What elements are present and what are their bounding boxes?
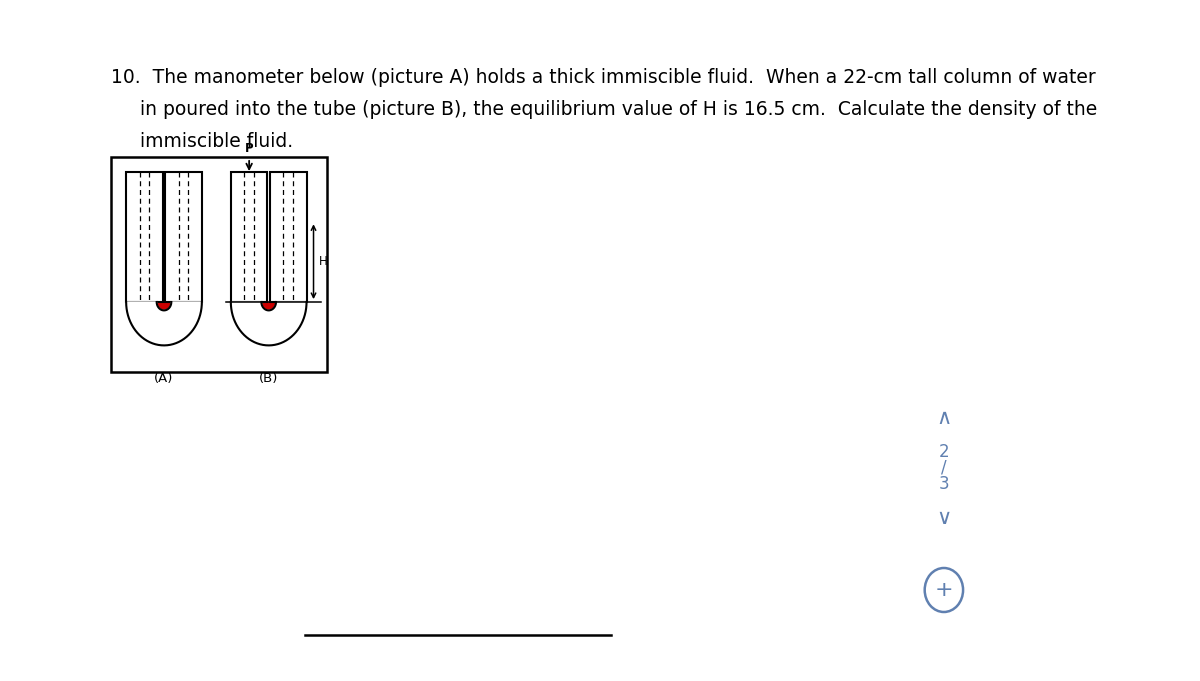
Text: P: P	[245, 142, 253, 155]
Bar	[132, 240, 157, 302]
FancyBboxPatch shape	[126, 172, 163, 302]
Text: (A): (A)	[155, 372, 174, 385]
Text: +: +	[935, 580, 953, 600]
Text: in poured into the tube (picture B), the equilibrium value of H is 16.5 cm.  Cal: in poured into the tube (picture B), the…	[140, 100, 1098, 119]
Text: ∧: ∧	[936, 408, 952, 428]
Text: immiscible fluid.: immiscible fluid.	[140, 132, 294, 151]
FancyBboxPatch shape	[166, 172, 202, 302]
Polygon shape	[126, 302, 202, 345]
Bar	[110, 157, 328, 372]
Polygon shape	[132, 302, 196, 311]
Bar	[276, 221, 300, 302]
Text: 2: 2	[938, 443, 949, 461]
Text: (B): (B)	[259, 372, 278, 385]
Text: 3: 3	[938, 475, 949, 493]
Bar	[172, 240, 196, 302]
Text: 10.  The manometer below (picture A) holds a thick immiscible fluid.  When a 22-: 10. The manometer below (picture A) hold…	[110, 68, 1096, 87]
Text: /: /	[941, 459, 947, 477]
Text: ∨: ∨	[936, 508, 952, 528]
Polygon shape	[230, 302, 306, 345]
Polygon shape	[236, 302, 300, 311]
FancyBboxPatch shape	[270, 172, 306, 302]
FancyBboxPatch shape	[230, 172, 268, 302]
Bar	[236, 175, 262, 302]
Text: H: H	[319, 255, 328, 268]
